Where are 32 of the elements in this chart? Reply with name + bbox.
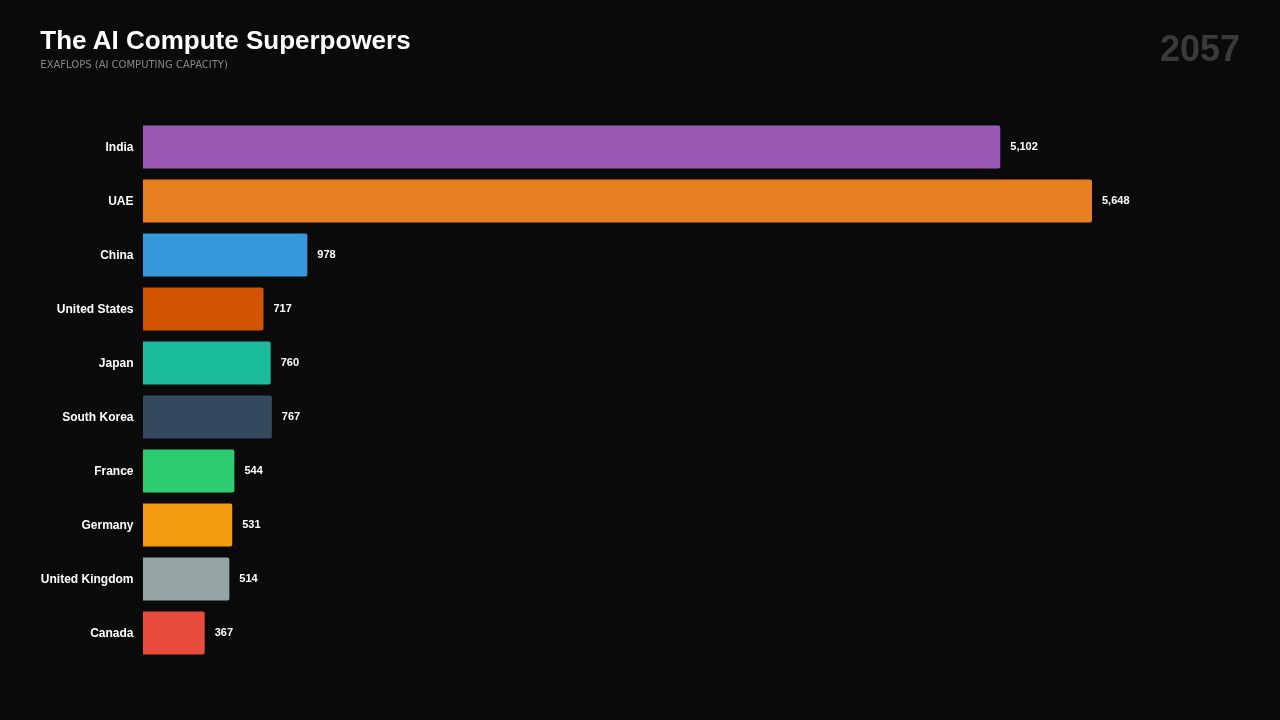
chart-subtitle: EXAFLOPS (AI COMPUTING CAPACITY) (40, 59, 228, 70)
y-tick-label: Germany (81, 518, 134, 532)
data-label: 514 (239, 572, 259, 584)
bar (143, 125, 1001, 169)
data-label: 367 (214, 626, 234, 638)
data-label: 531 (242, 518, 261, 530)
y-tick-label: South Korea (62, 410, 134, 424)
data-label: 5,648 (1102, 194, 1130, 206)
bar (143, 395, 272, 439)
bar (143, 611, 205, 655)
data-label: 717 (273, 302, 292, 314)
bar (143, 557, 230, 601)
chart-title: The AI Compute Superpowers (40, 25, 411, 55)
bar (143, 287, 264, 331)
bar (143, 233, 308, 277)
data-label: 767 (281, 410, 301, 422)
bar (143, 179, 1092, 223)
bar (143, 449, 235, 493)
data-label: 978 (317, 248, 336, 260)
y-tick-label: United States (56, 302, 134, 316)
data-label: 760 (280, 356, 300, 368)
bar (143, 341, 271, 385)
bar (143, 503, 233, 547)
y-tick-label: China (100, 248, 134, 262)
y-tick-label: UAE (108, 194, 134, 208)
y-tick-label: France (94, 464, 134, 478)
y-tick-label: Japan (98, 356, 134, 370)
y-tick-label: Canada (90, 626, 134, 640)
data-label: 544 (244, 464, 264, 476)
y-tick-label: India (105, 140, 134, 154)
data-label: 5,102 (1010, 140, 1038, 152)
y-tick-label: United Kingdom (40, 572, 134, 586)
